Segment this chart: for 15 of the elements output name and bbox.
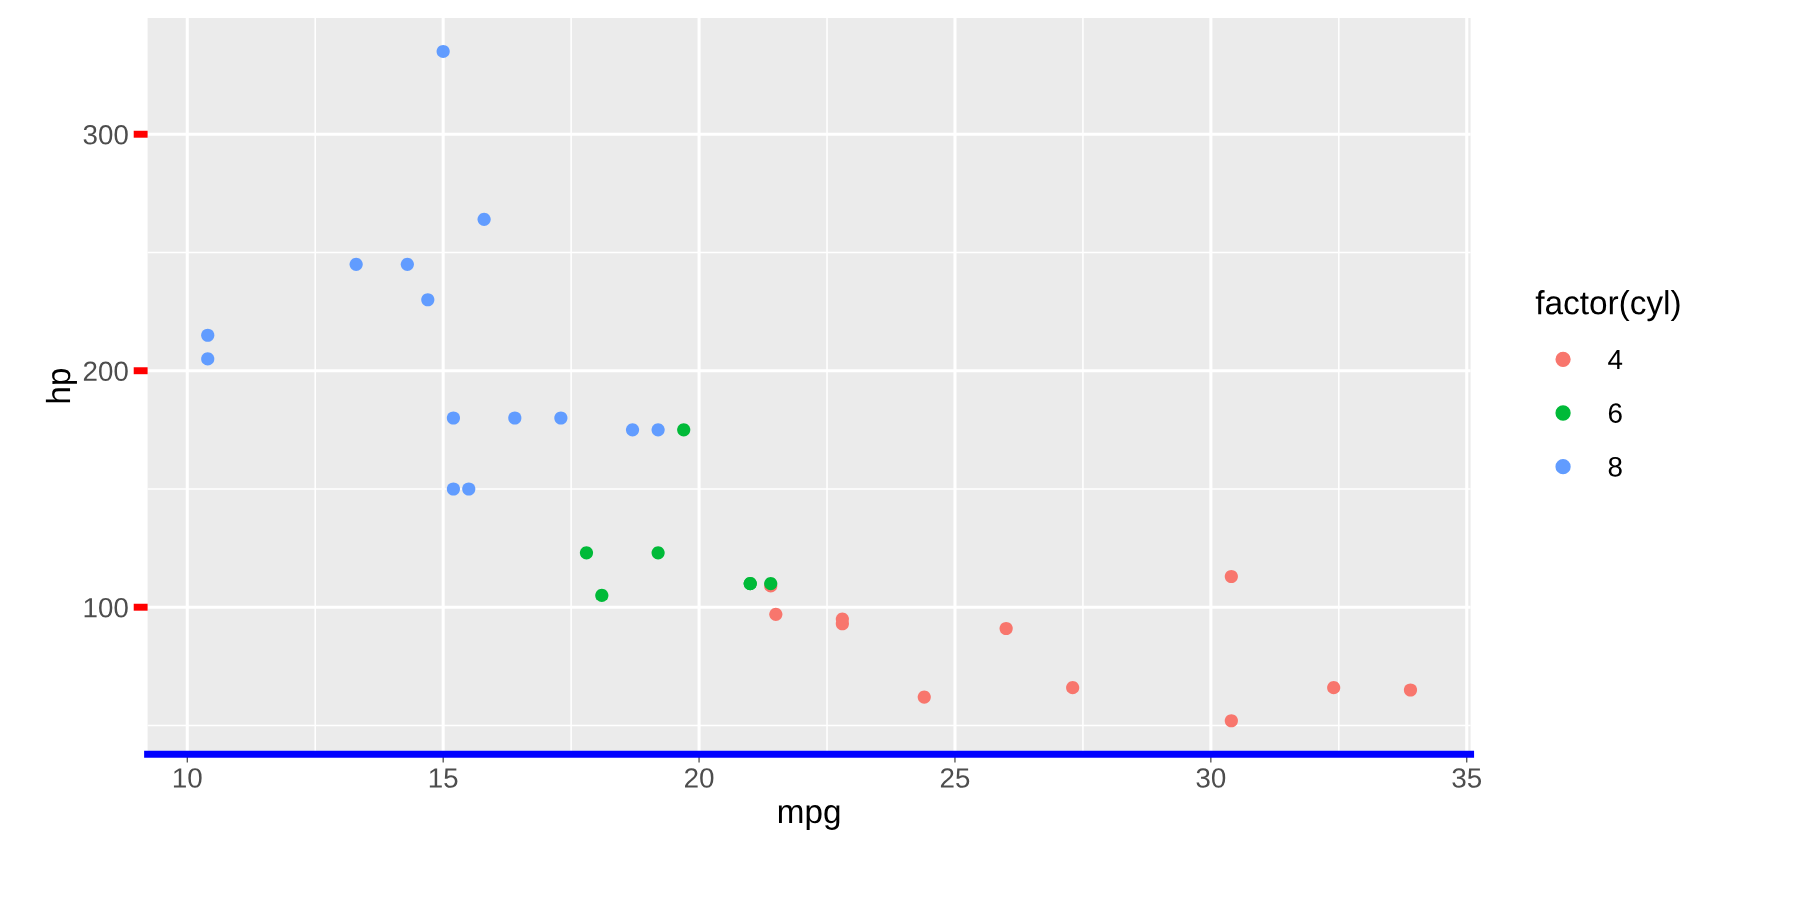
legend-label: 8 bbox=[1608, 456, 1622, 477]
legend-label: 6 bbox=[1608, 403, 1622, 423]
x-tick-label: 35 bbox=[1452, 768, 1482, 788]
x-tick-label: 10 bbox=[173, 768, 202, 788]
legend-title: factor(cyl) bbox=[1535, 290, 1680, 322]
y-tick-label: 300 bbox=[83, 124, 128, 145]
x-tick-label: 15 bbox=[429, 768, 458, 788]
x-tick-label: 25 bbox=[940, 768, 970, 788]
x-tick-label: 30 bbox=[1196, 768, 1226, 788]
legend-label: 4 bbox=[1608, 349, 1623, 370]
y-tick-label: 200 bbox=[83, 361, 128, 382]
x-tick-label: 20 bbox=[685, 768, 714, 788]
y-axis-title: hp bbox=[45, 368, 77, 403]
x-axis-title: mpg bbox=[778, 805, 840, 830]
y-tick-label: 100 bbox=[84, 597, 128, 618]
